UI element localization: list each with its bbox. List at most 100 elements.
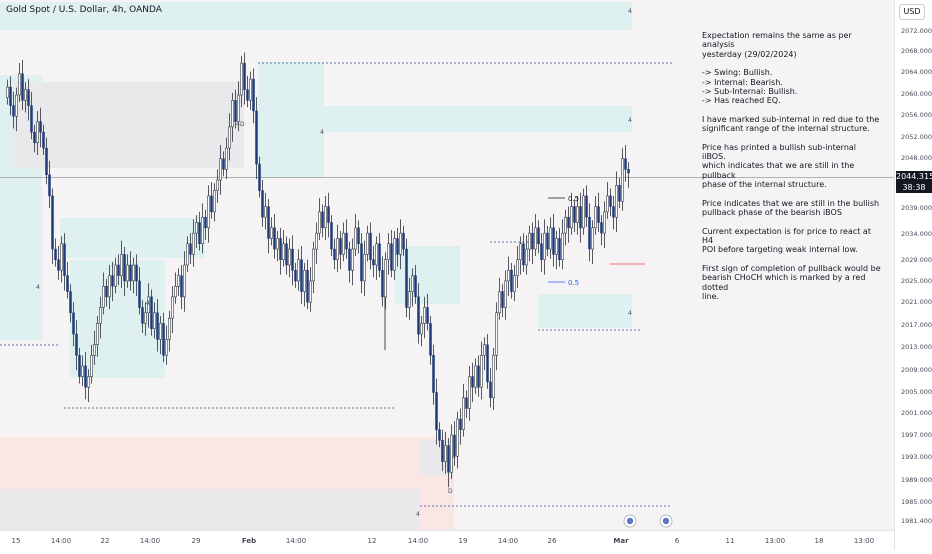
candle-body-70 (216, 179, 219, 191)
candle-body-67 (207, 195, 210, 229)
candle-body-46 (144, 312, 147, 324)
candle-body-61 (189, 243, 192, 255)
candle-body-75 (231, 100, 234, 128)
note-line: -> Swing: Bullish. (702, 68, 773, 78)
candle-body-50 (156, 312, 159, 340)
note-line: Price indicates that we are still in the… (702, 198, 880, 208)
zone-6 (60, 218, 205, 258)
candle-body-90 (276, 238, 279, 250)
zone-label-2: 4 (236, 121, 240, 128)
time-label-12: Mar (613, 537, 629, 545)
candle-body-109 (333, 248, 336, 260)
candle-body-91 (279, 238, 282, 260)
candle-body-195 (591, 227, 594, 250)
candle-body-114 (348, 248, 351, 271)
time-label-3: 14:00 (140, 537, 160, 545)
candle-body-27 (87, 376, 90, 388)
candle-body-83 (255, 110, 258, 165)
candle-body-101 (309, 280, 312, 303)
currency-button[interactable]: USD (899, 4, 925, 20)
candle-body-167 (507, 270, 510, 282)
zone-label-8: D (240, 121, 245, 128)
candle-body-119 (363, 254, 366, 282)
zone-11 (0, 489, 420, 530)
zone-label-4: 4 (628, 117, 632, 124)
candle-body-207 (627, 169, 630, 174)
candle-body-92 (282, 243, 285, 260)
candle-body-95 (291, 248, 294, 271)
candle-body-157 (477, 365, 480, 388)
price-tick-8: 2034.000 (901, 230, 932, 238)
candle-body-194 (588, 216, 591, 250)
price-tick-20: 1985.000 (901, 498, 932, 506)
note-line: line. (702, 291, 719, 301)
candle-body-164 (498, 291, 501, 314)
candle-body-6 (24, 89, 27, 101)
candle-body-151 (459, 418, 462, 430)
candle-body-111 (339, 238, 342, 255)
candle-body-77 (237, 94, 240, 122)
candle-body-73 (225, 147, 228, 170)
note-line: POI before targeting weak internal low. (702, 245, 858, 255)
time-label-2: 22 (101, 537, 110, 545)
candle-body-163 (495, 312, 498, 356)
candles-layer (6, 52, 630, 488)
candle-body-126 (384, 259, 387, 298)
candle-body-146 (444, 445, 447, 462)
candle-body-104 (318, 211, 321, 234)
candle-body-202 (612, 206, 615, 218)
candle-body-20 (66, 275, 69, 292)
candle-body-59 (183, 264, 186, 298)
note-paragraph-6: First sign of completion of pullback wou… (702, 264, 882, 302)
fib-label-0: 0.5 (568, 195, 579, 203)
candle-body-185 (561, 232, 564, 260)
candle-body-190 (576, 206, 579, 223)
note-paragraph-2: I have marked sub-internal in red due to… (702, 115, 882, 134)
candle-body-154 (468, 376, 471, 409)
note-line: which indicates that we are still in the… (702, 161, 855, 180)
candle-body-86 (264, 206, 267, 218)
candle-body-108 (330, 222, 333, 250)
candle-body-51 (159, 323, 162, 340)
candle-body-74 (228, 126, 231, 149)
candle-body-53 (165, 339, 168, 356)
time-label-17: 13:00 (854, 537, 874, 545)
candle-body-142 (432, 355, 435, 393)
candle-body-57 (177, 275, 180, 287)
candle-body-152 (462, 397, 465, 430)
candle-body-127 (387, 243, 390, 260)
time-label-6: 14:00 (286, 537, 306, 545)
candle-body-178 (540, 243, 543, 260)
candle-body-188 (570, 206, 573, 229)
candle-body-186 (564, 216, 567, 234)
note-line: First sign of completion of pullback wou… (702, 263, 881, 273)
price-axis[interactable]: 2072.000 2068.000 2064.000 2060.000 2056.000… (901, 27, 932, 525)
candle-body-14 (48, 174, 51, 197)
candle-body-26 (84, 365, 87, 388)
candle-body-147 (447, 445, 450, 473)
candle-body-191 (579, 206, 582, 229)
candle-body-149 (453, 434, 456, 457)
candle-body-197 (597, 206, 600, 223)
candle-body-44 (138, 280, 141, 308)
price-tick-7: 2039.000 (901, 204, 932, 212)
candle-body-155 (471, 376, 474, 388)
candle-body-45 (141, 307, 144, 324)
candle-body-189 (573, 206, 576, 223)
candle-body-181 (549, 227, 552, 250)
time-label-9: 19 (459, 537, 468, 545)
candle-body-34 (108, 275, 111, 298)
candle-body-98 (300, 259, 303, 292)
note-paragraph-0: Expectation remains the same as per anal… (702, 31, 882, 59)
candle-body-43 (135, 264, 138, 282)
candle-body-38 (120, 254, 123, 276)
time-axis[interactable]: 15 14:00 22 14:00 29 Feb 14:00 12 14:00 19 14:00 26… (12, 537, 875, 545)
note-line: -> Has reached EQ. (702, 96, 781, 106)
candle-body-10 (36, 121, 39, 144)
candle-body-78 (240, 62, 243, 96)
zone-label-1: 4 (36, 284, 40, 291)
last-price-value: 2044.315 (896, 172, 932, 181)
zone-label-7: 4 (416, 511, 420, 518)
note-paragraph-3: Price has printed a bullish sub-internal… (702, 143, 882, 190)
